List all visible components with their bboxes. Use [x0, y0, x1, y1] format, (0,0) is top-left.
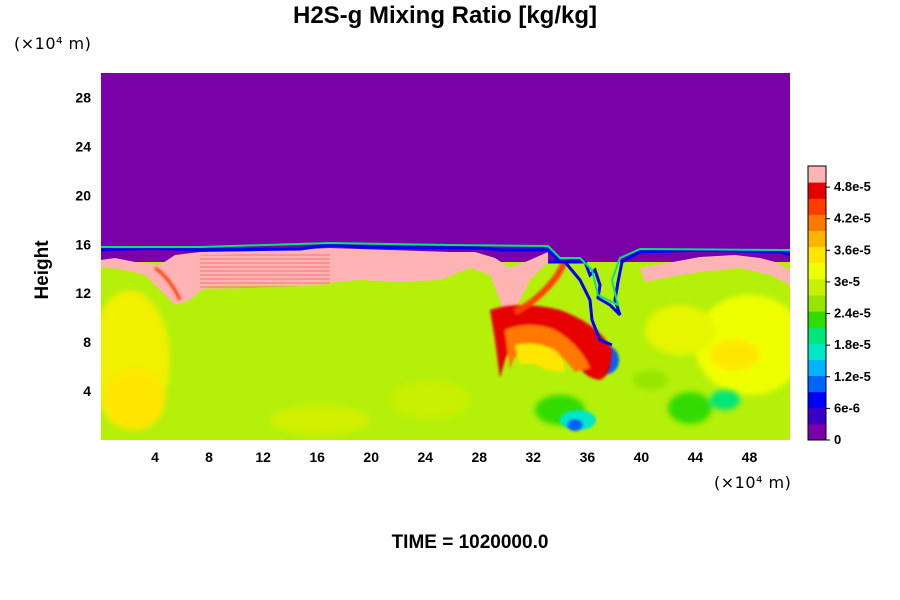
peak-band-striped: [200, 252, 330, 290]
x-tick-label: 16: [309, 449, 325, 465]
field-plot: [101, 73, 790, 440]
y-tick-label: 12: [75, 285, 91, 301]
time-label: TIME = 1020000.0: [391, 532, 549, 553]
colorbar-swatch: [808, 311, 826, 328]
colorbar-tick-label: 4.8e-5: [834, 179, 871, 194]
y-tick-label: 8: [83, 334, 91, 350]
y-tick-label: 24: [75, 138, 91, 154]
colorbar-swatch: [808, 359, 826, 377]
x-tick-label: 4: [151, 449, 159, 465]
colorbar-tick-label: 3e-5: [834, 274, 860, 289]
x-tick-label: 32: [526, 449, 542, 465]
colorbar-swatch: [808, 198, 826, 215]
y-tick-label: 28: [75, 89, 91, 105]
colorbar-tick-label: 0: [834, 432, 841, 447]
colorbar-swatch: [808, 407, 826, 425]
colorbar-swatch: [808, 423, 826, 441]
x-tick-label: 24: [417, 449, 433, 465]
colorbar-swatch: [808, 391, 826, 409]
colorbar-swatch: [808, 166, 826, 183]
colorbar: 0 6e-6 1.2e-5 1.8e-5 2.4e-5 3e-5 3.6e-5 4.2e-5 4…: [807, 165, 871, 447]
colorbar-swatch: [808, 214, 826, 231]
colorbar-tick-label: 3.6e-5: [834, 242, 871, 257]
colorbar-swatch: [808, 343, 826, 360]
x-tick-label: 20: [363, 449, 379, 465]
blue-edge-mid: [548, 260, 613, 347]
yellow-patches: [101, 290, 790, 435]
colorbar-swatch: [808, 262, 826, 280]
y-tick-label: 4: [83, 383, 91, 399]
x-tick-label: 36: [580, 449, 596, 465]
x-tick-label: 28: [471, 449, 487, 465]
colorbar-swatch: [808, 294, 826, 312]
green-edge: [101, 241, 790, 307]
colorbar-swatch: [808, 182, 826, 199]
x-tick-label: 8: [205, 449, 213, 465]
chart-title: H2S-g Mixing Ratio [kg/kg]: [292, 2, 597, 29]
blue-edge: [101, 243, 790, 317]
colorbar-swatch: [808, 375, 826, 393]
colorbar-tick-label: 1.8e-5: [834, 337, 871, 352]
colorbar-frame: [807, 165, 827, 441]
x-tick-label: 44: [688, 449, 704, 465]
colorbar-tick-label: 1.2e-5: [834, 369, 871, 384]
y-tick-label: 16: [75, 236, 91, 252]
x-tick-label: 40: [634, 449, 650, 465]
y-axis-unit: (×10⁴ m): [14, 34, 92, 53]
colorbar-tick-label: 2.4e-5: [834, 306, 871, 321]
colorbar-tick-label: 4.2e-5: [834, 211, 871, 226]
colorbar-swatch: [808, 278, 826, 296]
colorbar-tick-label: 6e-6: [834, 400, 860, 415]
red-plume: [154, 258, 612, 380]
colorbar-swatch: [808, 327, 826, 344]
x-axis-unit: (×10⁴ m): [714, 473, 792, 492]
peak-band-right: [640, 255, 790, 285]
colorbar-swatch: [808, 230, 826, 248]
x-tick-label: 48: [742, 449, 758, 465]
x-tick-label: 12: [255, 449, 271, 465]
colorbar-swatch: [808, 246, 826, 264]
y-tick-label: 20: [75, 187, 91, 203]
